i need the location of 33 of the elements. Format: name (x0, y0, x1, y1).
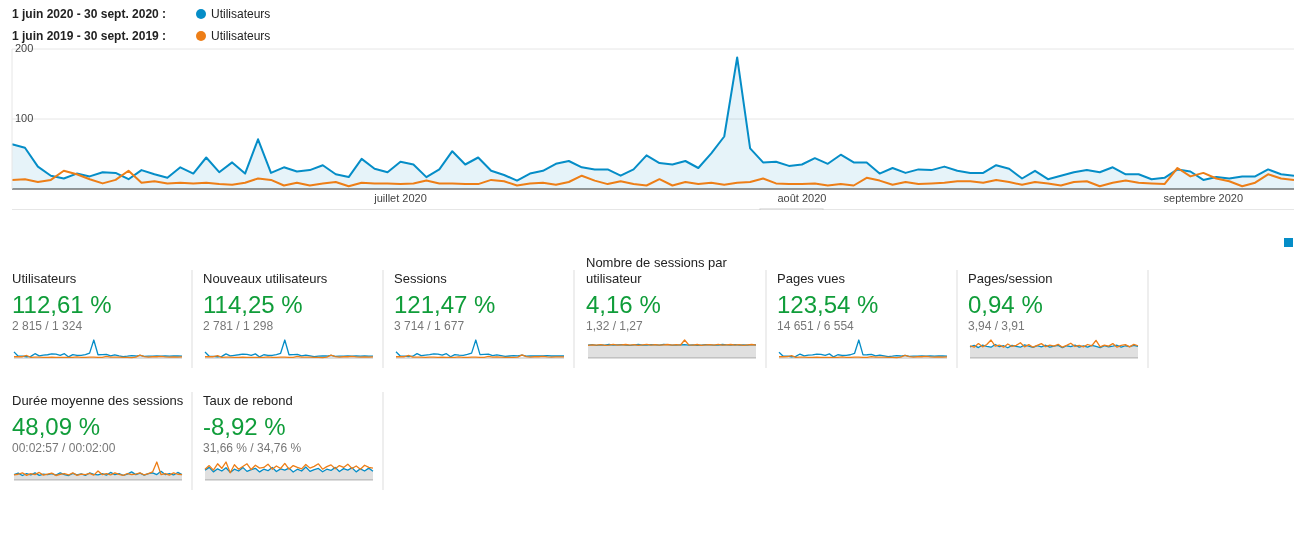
legend-label: Utilisateurs (211, 29, 271, 43)
chart-title: Utilisateurs (12, 271, 77, 286)
legend-label: Utilisateurs (211, 7, 271, 21)
x-tick-label: août 2020 (777, 192, 827, 204)
chart-subtitle: 121,47 % (394, 291, 496, 318)
chart-subtitle: 4,16 % (585, 291, 661, 318)
text: 14 651 / 6 554 (776, 319, 854, 333)
x-tick-label: septembre 2020 (1163, 192, 1244, 204)
chart-title: Pages vues (776, 271, 846, 286)
chart-subtitle: -8,92 % (203, 413, 286, 440)
line-series (11, 167, 1294, 188)
x-tick-label: juillet 2020 (373, 192, 427, 204)
text: 00:02:57 / 00:02:00 (12, 441, 116, 455)
chart-subtitle: 123,54 % (776, 291, 879, 318)
text: 1 juin 2020 - 30 sept. 2020 : (12, 7, 167, 21)
chart-subtitle: 112,61 % (12, 291, 112, 318)
chart-title: Taux de rebond (203, 393, 293, 408)
chart-subtitle: 48,09 % (12, 413, 101, 440)
chart-subtitle: 0,94 % (968, 291, 1043, 318)
text: 3,94 / 3,91 (968, 319, 1026, 333)
text: 1,32 / 1,27 (585, 319, 643, 333)
text: 31,66 % / 34,76 % (203, 441, 302, 455)
text: 3 714 / 1 677 (394, 319, 465, 333)
chart-subtitle: 114,25 % (203, 291, 303, 318)
chart-title: Nouveaux utilisateurs (203, 271, 328, 286)
chart-title: Pages/session (968, 271, 1053, 286)
chart-title: Durée moyenne des sessions (12, 393, 184, 408)
chart-title: Nombre de sessions par utilisateur (585, 255, 728, 286)
y-tick-label: 100 (15, 111, 34, 124)
chart-title: Sessions (394, 271, 448, 286)
text: 2 815 / 1 324 (12, 319, 83, 333)
text: 1 juin 2019 - 30 sept. 2019 : (12, 29, 167, 43)
text: 2 781 / 1 298 (203, 319, 274, 333)
